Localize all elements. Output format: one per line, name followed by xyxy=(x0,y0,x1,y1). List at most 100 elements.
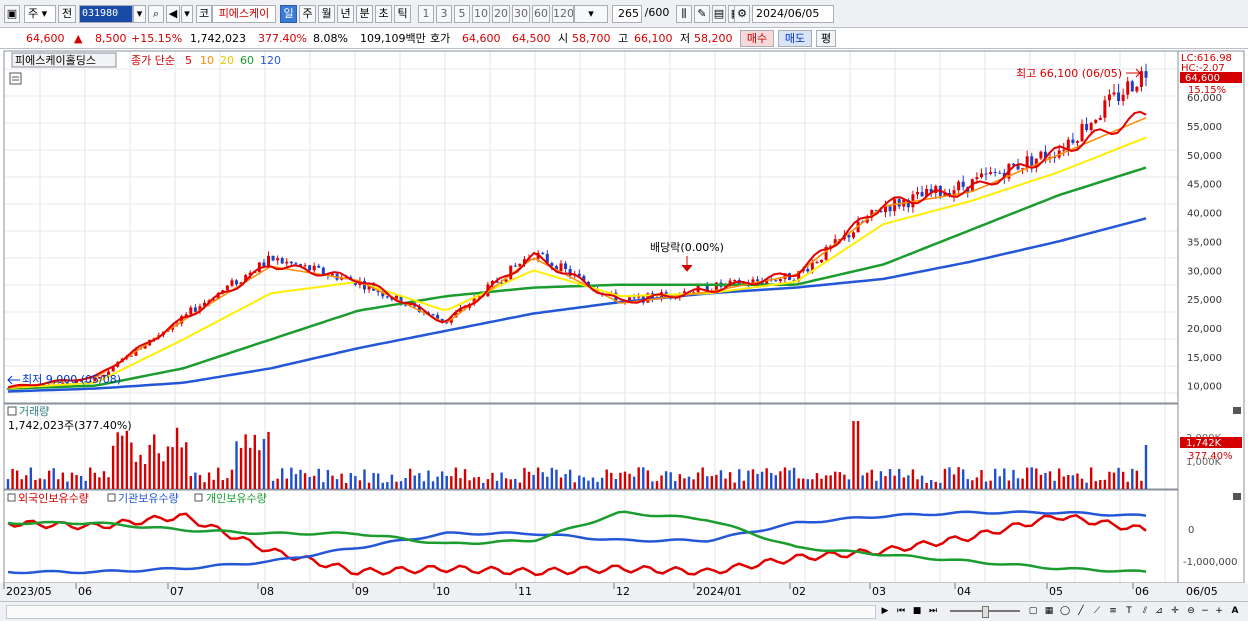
minute-tab-10[interactable]: 10 xyxy=(472,5,490,23)
candle-body xyxy=(824,246,828,260)
x-axis-label: 12 xyxy=(616,585,630,598)
current-price: 64,600 xyxy=(26,32,65,45)
gear-icon[interactable]: ⚙ xyxy=(734,5,750,23)
first-page-icon[interactable]: ⏮ xyxy=(896,606,906,616)
period-tab-4[interactable]: 분 xyxy=(356,5,373,23)
volume-panel-close-icon[interactable] xyxy=(1233,407,1241,414)
period-tab-5[interactable]: 초 xyxy=(375,5,392,23)
minute-dropdown[interactable]: ▾ xyxy=(574,5,608,23)
volume-bar xyxy=(427,470,430,489)
volume-bar xyxy=(239,447,243,489)
candle-body xyxy=(577,273,581,276)
plus-icon[interactable]: + xyxy=(1215,606,1223,616)
volume-bar xyxy=(98,477,101,489)
buy-button[interactable]: 매수 xyxy=(740,30,774,47)
date-input[interactable]: 2024/06/05 xyxy=(752,5,834,23)
volume-bar xyxy=(134,461,138,489)
draw-tool-icon[interactable]: ✎ xyxy=(694,5,710,23)
scroll-right-icon[interactable]: ▶ xyxy=(881,606,889,616)
holdings-institution-label: 기관보유수량 xyxy=(118,492,179,505)
minute-tab-3[interactable]: 3 xyxy=(436,5,452,23)
candle-body xyxy=(134,348,138,356)
holdings-panel-close-icon[interactable] xyxy=(1233,493,1241,500)
volume-bar xyxy=(1062,476,1065,489)
volume-bar xyxy=(322,482,325,489)
count-input[interactable]: 265 xyxy=(612,5,642,23)
code-dropdown-icon[interactable]: ▾ xyxy=(133,5,146,23)
volume-bar xyxy=(445,475,448,489)
scroll-bar[interactable]: ▶ ⏮ ■ ⏭ ▢ ▦ ◯ ╱ ⟋ ≡ T ⫽ ⊿ ✛ ⊖ − + A xyxy=(0,601,1248,621)
volume-bar xyxy=(605,469,608,489)
volume-bar xyxy=(550,467,554,489)
stock-code-input[interactable]: 031980 xyxy=(79,5,133,23)
tool-ruler-icon[interactable]: ⊿ xyxy=(1155,606,1163,616)
last-page-icon[interactable]: ⏭ xyxy=(928,606,938,616)
volume-bar xyxy=(1039,474,1043,489)
tool-circle-icon[interactable]: ◯ xyxy=(1059,606,1071,616)
period-tab-2[interactable]: 월 xyxy=(318,5,335,23)
minus-icon[interactable]: − xyxy=(1201,606,1209,616)
volume-bar xyxy=(980,470,983,489)
period-tab-0[interactable]: 일 xyxy=(280,5,297,23)
prev-button[interactable]: 전 xyxy=(58,5,76,23)
candle-body xyxy=(1112,92,1116,95)
speaker-icon[interactable]: ◀ xyxy=(166,5,180,23)
volume-bar xyxy=(888,469,892,489)
speaker-dropdown-icon[interactable]: ▾ xyxy=(181,5,193,23)
holdings-line-2 xyxy=(7,510,1147,573)
sell-button[interactable]: 매도 xyxy=(778,30,812,47)
minute-tab-5[interactable]: 5 xyxy=(454,5,470,23)
volume-bar xyxy=(1103,479,1107,489)
period-tab-3[interactable]: 년 xyxy=(337,5,354,23)
save-icon[interactable]: ▤ xyxy=(712,5,726,23)
tool-cross-icon[interactable]: ✛ xyxy=(1171,606,1179,616)
holdings-icon-2 xyxy=(107,493,116,502)
tool-channel-icon[interactable]: ⫽ xyxy=(1142,606,1147,616)
period-tab-6[interactable]: 틱 xyxy=(394,5,411,23)
low-arrow-icon xyxy=(7,375,20,385)
search-icon[interactable]: ⌕ xyxy=(148,5,164,23)
candle-body xyxy=(417,306,421,313)
tool-square-icon[interactable]: ▢ xyxy=(1028,606,1038,616)
volume-bar xyxy=(623,471,627,489)
volume-bar xyxy=(281,468,284,489)
volume-bar xyxy=(253,434,256,489)
volume-bar xyxy=(367,482,371,489)
tool-grid-icon[interactable]: ▦ xyxy=(1044,606,1054,616)
zoom-out-icon[interactable]: ⊖ xyxy=(1187,606,1195,616)
zoom-handle[interactable] xyxy=(982,606,989,618)
tool-fib-icon[interactable]: ≡ xyxy=(1109,606,1117,616)
scroll-track[interactable] xyxy=(6,605,876,619)
candle-type-icon[interactable]: ⫼ xyxy=(676,5,692,23)
minute-tab-30[interactable]: 30 xyxy=(512,5,530,23)
stock-name-field[interactable]: 피에스케이 xyxy=(212,5,276,23)
eval-button[interactable]: 평 xyxy=(816,30,836,47)
period-tab-1[interactable]: 주 xyxy=(299,5,316,23)
candle-body xyxy=(1080,124,1084,142)
volume-bar xyxy=(984,481,988,489)
volume-bar xyxy=(646,470,650,489)
window-menu-icon[interactable]: ▣ xyxy=(4,5,20,23)
price-panel-title: 피에스케이홀딩스 xyxy=(15,54,96,67)
minute-tab-1[interactable]: 1 xyxy=(418,5,434,23)
stop-icon[interactable]: ■ xyxy=(912,606,922,616)
candle-body xyxy=(376,290,380,293)
stock-chart[interactable]: 피에스케이홀딩스 종가 단순 5 10 20 60 120 최고 66,100 … xyxy=(0,49,1248,601)
tool-trend-icon[interactable]: ⟋ xyxy=(1093,606,1101,616)
volume-bar xyxy=(463,469,467,489)
volume-bar xyxy=(916,479,919,489)
minute-tab-60[interactable]: 60 xyxy=(532,5,550,23)
volume-bar xyxy=(614,479,618,489)
tool-text-icon[interactable]: T xyxy=(1126,606,1132,616)
calculator-icon[interactable] xyxy=(9,72,22,85)
minute-tab-120[interactable]: 120 xyxy=(552,5,574,23)
volume-bar xyxy=(454,467,458,489)
holdings-line-0 xyxy=(7,512,1147,577)
high-annotation: 최고 66,100 (06/05) xyxy=(1016,67,1122,80)
tool-line-icon[interactable]: ╱ xyxy=(1078,606,1084,616)
minute-tab-20[interactable]: 20 xyxy=(492,5,510,23)
auto-scale-button[interactable]: A xyxy=(1231,606,1239,616)
candle-body xyxy=(298,264,302,266)
candle-body xyxy=(568,268,572,276)
market-select[interactable]: 주 ▾ xyxy=(24,5,56,23)
